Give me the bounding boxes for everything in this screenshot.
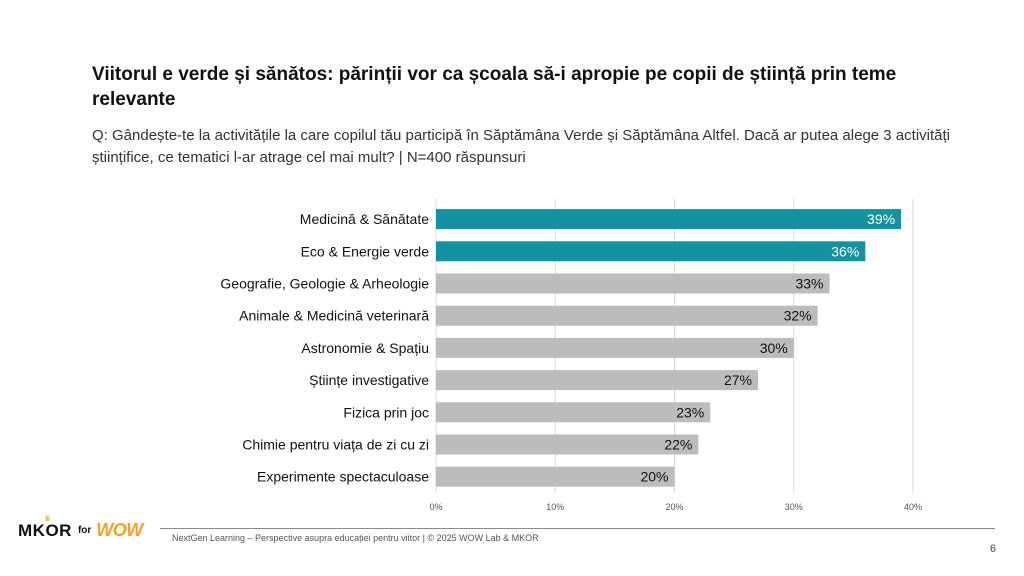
category-label: Științe investigative — [309, 372, 429, 388]
category-label: Fizica prin joc — [343, 404, 429, 420]
category-label: Astronomie & Spațiu — [301, 340, 429, 356]
bar — [436, 402, 711, 423]
data-label: 22% — [664, 437, 692, 453]
bar — [436, 337, 794, 358]
data-label: 39% — [867, 211, 895, 227]
data-label: 36% — [831, 243, 859, 259]
page-number: 6 — [989, 543, 996, 555]
data-label: 20% — [640, 469, 668, 485]
wow-lab-logo: WOW — [96, 520, 143, 540]
category-label: Chimie pentru viața de zi cu zi — [242, 437, 429, 453]
bar — [436, 305, 818, 326]
data-label: 27% — [724, 372, 752, 388]
data-label: 33% — [795, 276, 823, 292]
question-subtitle: Q: Gândește-te la activitățile la care c… — [92, 127, 950, 166]
logo-for-text: for — [77, 525, 92, 536]
footer-text: NextGen Learning – Perspective asupra ed… — [172, 533, 539, 543]
footer-divider — [160, 528, 995, 529]
bar-chart: 0% 10% 20% 30% 40% Medicină & Sănătate 39% Eco … — [220, 199, 922, 512]
bar — [436, 209, 902, 230]
category-label: Eco & Energie verde — [301, 243, 430, 259]
x-tick-label: 20% — [665, 502, 683, 512]
bar — [436, 370, 758, 391]
x-tick-label: 40% — [904, 502, 922, 512]
bar — [436, 466, 675, 487]
bar — [436, 273, 830, 294]
mkor-logo: MKOR ♛ — [18, 513, 72, 540]
bar — [436, 241, 866, 262]
x-tick-label: 10% — [546, 502, 564, 512]
data-label: 32% — [784, 308, 812, 324]
category-label: Geografie, Geologie & Arheologie — [220, 276, 429, 292]
data-label: 23% — [676, 404, 704, 420]
category-label: Experimente spectaculoase — [257, 469, 429, 485]
crown-icon: ♛ — [44, 513, 52, 523]
x-tick-label: 0% — [429, 502, 442, 512]
data-label: 30% — [760, 340, 788, 356]
category-label: Medicină & Sănătate — [300, 211, 429, 227]
page-title: Viitorul e verde și sănătos: părinții vo… — [92, 64, 897, 110]
brand-logo: MKOR ♛ for WOW — [18, 513, 143, 541]
x-tick-label: 30% — [785, 502, 803, 512]
category-label: Animale & Medicină veterinară — [239, 308, 429, 324]
bar — [436, 434, 699, 455]
